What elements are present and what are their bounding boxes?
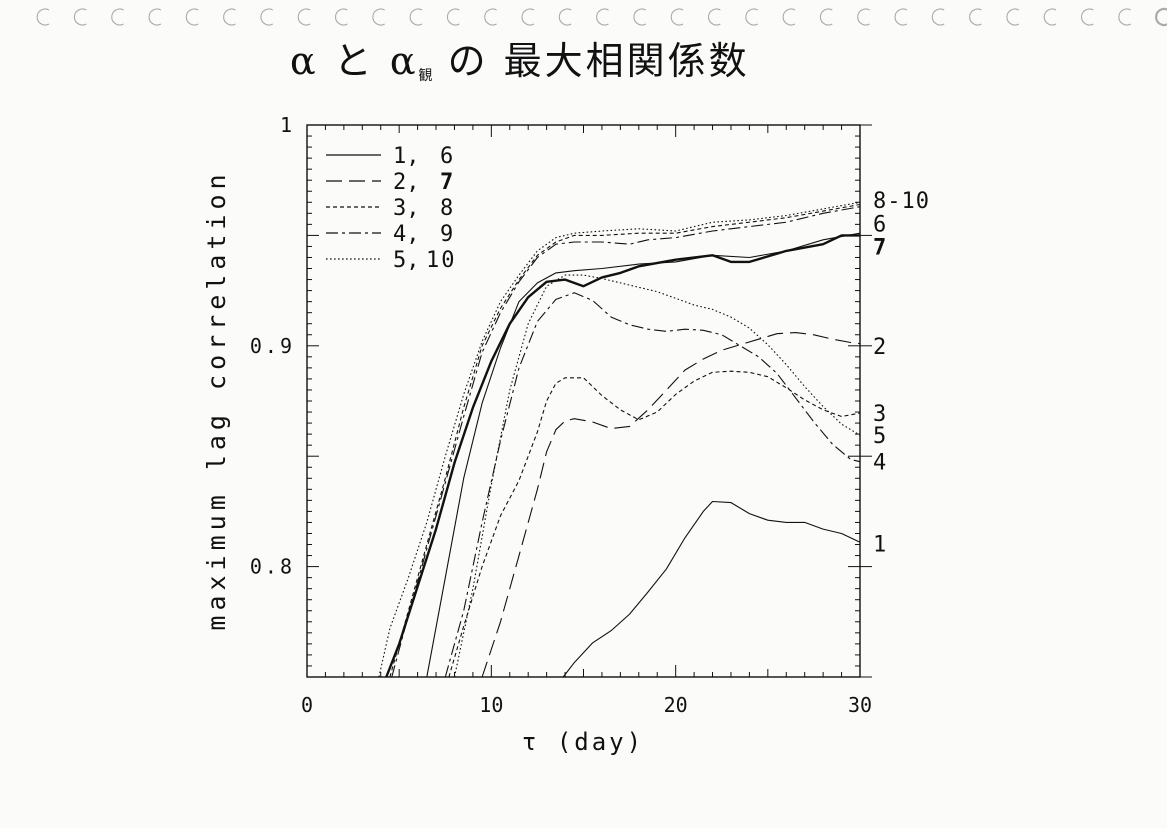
binder-ring xyxy=(708,8,721,26)
legend-label-secondary: 7 xyxy=(440,170,455,195)
binder-ring xyxy=(260,8,274,26)
y-axis-label: maximum lag correlation xyxy=(202,169,231,630)
right-line-label: 4 xyxy=(873,451,887,476)
legend-label-primary: 4, xyxy=(393,222,420,247)
series-line xyxy=(444,292,861,678)
x-tick-label: 30 xyxy=(848,693,872,717)
binder-ring xyxy=(409,8,423,26)
binder-ring xyxy=(782,8,796,26)
right-line-label: 7 xyxy=(873,235,887,260)
series-line xyxy=(453,274,861,678)
x-tick-label: 0 xyxy=(301,693,313,717)
legend-label-primary: 5, xyxy=(393,248,420,273)
right-line-label: 5 xyxy=(873,424,887,449)
binder-ring xyxy=(73,8,87,26)
legend-label-secondary: 6 xyxy=(440,144,455,169)
right-line-label: 8-10 xyxy=(873,189,930,214)
x-tick-label: 20 xyxy=(664,693,688,717)
binder-ring xyxy=(36,8,50,26)
axis-ticks xyxy=(306,124,872,678)
title-part-b: の 最大相関係数 xyxy=(432,39,750,83)
binder-ring xyxy=(1118,8,1131,26)
handwritten-title: α と α観 の 最大相関係数 xyxy=(290,30,750,85)
binder-ring xyxy=(819,8,833,26)
legend-label-secondary: 9 xyxy=(440,222,455,247)
binder-ring xyxy=(633,8,647,26)
binder-ring xyxy=(335,8,348,26)
legend-label-secondary: 10 xyxy=(426,248,457,273)
y-tick-label: 1 xyxy=(280,113,295,137)
binder-ring xyxy=(446,8,460,26)
title-part-a: α と α xyxy=(290,39,419,83)
right-line-label: 3 xyxy=(873,402,887,427)
axis-tick-labels: 0 10 20 30 0.8 0.9 1 xyxy=(250,113,872,717)
legend-label-primary: 3, xyxy=(393,196,420,221)
binder-ring xyxy=(223,8,236,26)
binder-ring xyxy=(969,8,982,26)
binder-ring xyxy=(372,8,385,26)
y-tick-label: 0.9 xyxy=(250,334,295,358)
binder-ring xyxy=(484,8,497,26)
binder-ring xyxy=(1043,8,1057,26)
legend-label-primary: 1, xyxy=(393,144,420,169)
x-axis-label: τ (day) xyxy=(522,728,644,756)
series-line xyxy=(385,234,860,678)
series-line xyxy=(481,332,861,678)
series-lines xyxy=(378,201,861,678)
y-tick-label: 0.8 xyxy=(250,555,295,579)
binder-ring xyxy=(148,8,162,26)
binder-ring xyxy=(1006,8,1020,26)
binder-ring xyxy=(745,8,758,26)
legend: 1, 6 2, 7 3, 8 4, 9 5, 10 xyxy=(326,144,457,273)
series-line xyxy=(562,500,861,678)
series-line xyxy=(391,206,861,678)
binder-ring xyxy=(670,8,684,26)
title-subscript: 観 xyxy=(418,68,433,84)
binder-ring xyxy=(521,8,535,26)
legend-label-secondary: 8 xyxy=(440,196,455,221)
right-line-label: 2 xyxy=(873,335,887,360)
right-line-label: 1 xyxy=(873,532,887,557)
binder-ring xyxy=(558,8,572,26)
binder-ring xyxy=(185,8,199,26)
binder-ring xyxy=(111,8,124,26)
series-line xyxy=(378,201,861,678)
binder-rings xyxy=(36,7,1167,27)
series-line xyxy=(448,370,861,678)
binder-ring xyxy=(1081,8,1094,26)
binder-ring xyxy=(297,8,311,26)
binder-ring xyxy=(596,8,609,26)
x-tick-label: 10 xyxy=(479,693,503,717)
binder-ring xyxy=(857,8,870,26)
right-line-label: 6 xyxy=(873,212,887,237)
series-line xyxy=(426,232,861,678)
plot-frame xyxy=(306,124,861,678)
binder-ring xyxy=(894,8,908,26)
legend-label-primary: 2, xyxy=(393,170,420,195)
binder-ring xyxy=(1155,7,1167,27)
series-line xyxy=(389,203,861,678)
binder-ring xyxy=(931,8,945,26)
